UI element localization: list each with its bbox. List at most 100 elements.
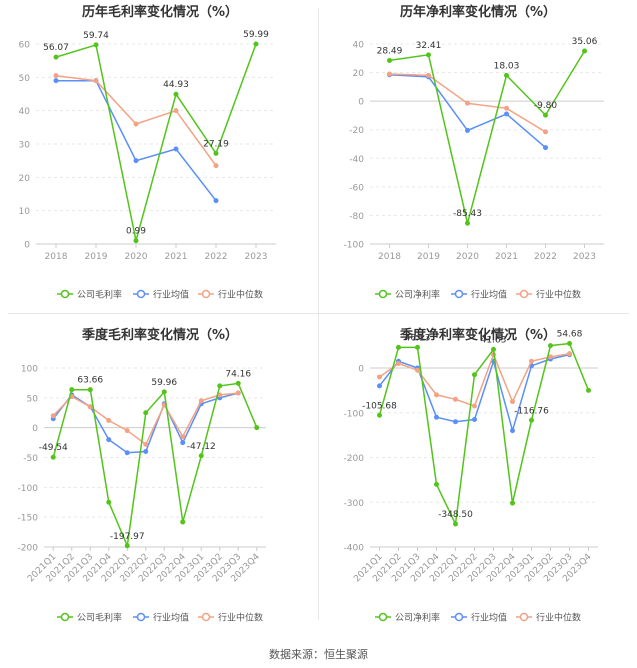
series-point — [53, 78, 59, 84]
data-label: 56.07 — [43, 43, 69, 53]
series-point — [143, 441, 149, 447]
series-line — [52, 382, 258, 549]
series-point — [124, 450, 130, 456]
series-point — [472, 403, 477, 409]
data-label: -49.54 — [39, 443, 68, 453]
chart-panel-2: 历年净利率变化情况（%） -100 -80 -60 -40 -20 0 20 40 2018 201… — [344, 4, 604, 301]
horizontal-divider — [8, 313, 629, 314]
series-point — [548, 343, 553, 349]
series-point — [198, 398, 204, 404]
data-label: 63.66 — [77, 376, 103, 386]
series-point — [415, 367, 420, 373]
legend-label: 行业中位数 — [536, 289, 581, 301]
legend-label: 公司毛利率 — [77, 612, 122, 624]
data-label: -85.43 — [453, 209, 482, 219]
y-tick-label: -300 — [344, 499, 365, 509]
data-label: 28.49 — [377, 46, 403, 56]
series-point — [106, 437, 112, 443]
series-point — [465, 100, 470, 106]
series-point — [217, 383, 223, 389]
y-tick-label: 0 — [32, 424, 38, 434]
series-point — [396, 344, 401, 350]
data-label: 46.13 — [405, 333, 431, 343]
series-point — [510, 428, 515, 434]
legend-swatch-marker — [201, 612, 211, 622]
legend-swatch-marker — [454, 612, 464, 622]
legend-swatch-marker — [378, 289, 388, 299]
series-point — [143, 449, 149, 455]
y-tick-label: 20 — [353, 69, 365, 79]
chart-panel-1: 历年毛利率变化情况（%） 0 10 20 30 40 50 60 2018 2019 2020 202… — [19, 4, 276, 301]
legend-label: 公司净利率 — [395, 612, 440, 624]
series-point — [465, 220, 470, 226]
data-label: 27.19 — [203, 139, 229, 149]
series-point — [198, 453, 204, 459]
data-label: 35.06 — [572, 37, 598, 47]
series-point — [213, 163, 219, 169]
series-point — [50, 413, 56, 419]
x-tick-label: 2022 — [205, 252, 228, 262]
y-tick-label: -100 — [344, 409, 365, 419]
series-point — [472, 372, 477, 378]
legend-swatch-marker — [454, 289, 464, 299]
series-line — [389, 73, 546, 149]
x-tick-label: 2018 — [45, 252, 68, 262]
x-tick-label: 2020 — [125, 252, 148, 262]
y-tick-label: -60 — [349, 183, 364, 193]
legend-item: 公司净利率 — [375, 289, 440, 301]
y-tick-label: 60 — [19, 41, 31, 51]
series-point — [213, 150, 219, 156]
series-point — [161, 389, 167, 395]
series-point — [543, 145, 548, 151]
legend-label: 行业中位数 — [218, 289, 263, 301]
data-label: 44.93 — [163, 80, 189, 90]
chart-panel-4: 季度净利率变化情况（%）-400-300-200-10002021Q12021Q… — [344, 327, 598, 624]
series-point — [504, 105, 509, 111]
y-tick-label: -80 — [349, 212, 364, 222]
series-point — [434, 481, 439, 487]
data-label: 59.74 — [83, 31, 109, 41]
series-point — [426, 72, 431, 78]
legend-swatch-marker — [378, 612, 388, 622]
y-tick-label: 0 — [358, 98, 364, 108]
y-tick-label: 100 — [21, 365, 38, 375]
y-tick-label: 0 — [24, 241, 30, 251]
y-tick-label: -20 — [349, 126, 364, 136]
series-point — [93, 42, 99, 48]
y-tick-label: -100 — [18, 484, 39, 494]
series-point — [173, 108, 179, 114]
series-point — [69, 387, 75, 393]
series-point — [465, 127, 470, 133]
legend-item: 行业中位数 — [198, 289, 263, 301]
series-point — [50, 454, 56, 460]
legend-swatch-marker — [519, 289, 529, 299]
legend-item: 行业均值 — [133, 289, 189, 301]
legend-item: 行业均值 — [451, 612, 507, 624]
y-tick-label: -40 — [349, 155, 364, 165]
x-tick-label: 2023 — [245, 252, 268, 262]
y-tick-label: 50 — [27, 394, 39, 404]
y-tick-label: 50 — [19, 74, 31, 84]
vertical-divider — [318, 8, 319, 620]
y-tick-label: 20 — [19, 174, 31, 184]
legend-swatch-marker — [519, 612, 529, 622]
series-point — [434, 414, 439, 420]
x-tick-label: 2021 — [495, 252, 518, 262]
series-point — [133, 238, 139, 244]
series-point — [53, 73, 59, 79]
data-label: 0.99 — [126, 227, 146, 237]
series-point — [173, 146, 179, 152]
legend-label: 行业均值 — [153, 612, 189, 624]
x-tick-label: 2021 — [165, 252, 188, 262]
series-point — [87, 404, 93, 410]
series-point — [529, 358, 534, 364]
legend-swatch-marker — [136, 612, 146, 622]
legend-label: 行业中位数 — [536, 612, 581, 624]
series-point — [582, 48, 587, 54]
y-tick-label: -200 — [344, 454, 365, 464]
y-tick-label: -50 — [23, 454, 38, 464]
x-tick-label: 2022 — [534, 252, 557, 262]
series-point — [491, 346, 496, 352]
series-point — [87, 387, 93, 393]
